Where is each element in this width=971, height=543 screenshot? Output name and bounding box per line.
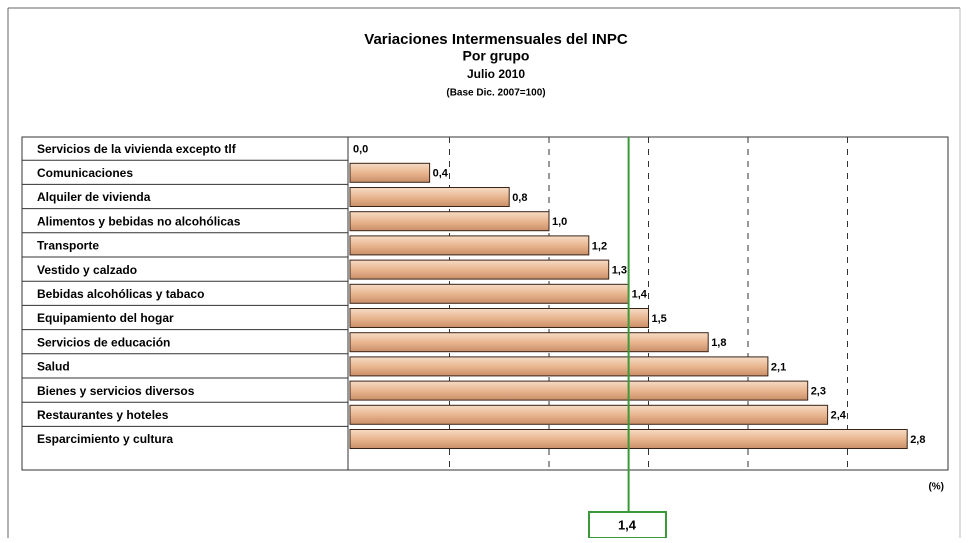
bar xyxy=(349,235,590,256)
bar xyxy=(349,283,630,304)
category-label: Servicios de la vivienda excepto tlf xyxy=(37,142,237,156)
value-label: 2,1 xyxy=(771,361,786,373)
chart-period: Julio 2010 xyxy=(467,67,525,81)
category-label: Restaurantes y hoteles xyxy=(37,408,169,422)
value-label: 2,4 xyxy=(831,410,847,422)
bar xyxy=(349,187,510,207)
value-label: 0,0 xyxy=(353,144,368,156)
category-label: Salud xyxy=(37,360,70,374)
category-label: Equipamiento del hogar xyxy=(37,311,174,325)
bar xyxy=(349,404,829,425)
bar xyxy=(349,259,610,280)
category-label: Bebidas alcohólicas y tabaco xyxy=(37,287,204,301)
category-label: Alimentos y bebidas no alcohólicas xyxy=(37,214,241,228)
category-label: Vestido y calzado xyxy=(37,263,137,277)
chart-subtitle: Por grupo xyxy=(463,48,530,64)
value-label: 0,8 xyxy=(512,192,527,204)
reference-box xyxy=(588,511,667,539)
chart-note: (Base Dic. 2007=100) xyxy=(446,88,545,99)
category-label: Esparcimiento y cultura xyxy=(37,432,173,446)
category-label: Servicios de educación xyxy=(37,335,170,349)
bar xyxy=(349,308,649,328)
bar xyxy=(349,162,431,183)
value-label: 1,8 xyxy=(711,337,726,349)
category-label: Transporte xyxy=(37,239,99,253)
bar xyxy=(349,332,709,353)
x-axis-label: (%) xyxy=(928,482,944,493)
plot-frame xyxy=(21,136,949,471)
value-label: 1,3 xyxy=(612,265,627,277)
bar xyxy=(349,380,809,401)
value-label: 0,4 xyxy=(433,168,449,180)
value-label: 2,3 xyxy=(811,386,826,398)
reference-label: 1,4 xyxy=(618,517,637,532)
value-label: 1,5 xyxy=(652,313,667,325)
chart-title: Variaciones Intermensuales del INPC xyxy=(364,31,628,48)
value-label: 1,4 xyxy=(632,289,648,301)
value-label: 1,0 xyxy=(552,216,567,228)
value-label: 1,2 xyxy=(592,240,607,252)
category-label: Comunicaciones xyxy=(37,166,133,180)
category-label: Bienes y servicios diversos xyxy=(37,384,195,398)
value-label: 2,8 xyxy=(910,434,925,446)
bar xyxy=(349,356,769,377)
category-label: Alquiler de vivienda xyxy=(37,190,151,204)
bar xyxy=(349,211,550,232)
